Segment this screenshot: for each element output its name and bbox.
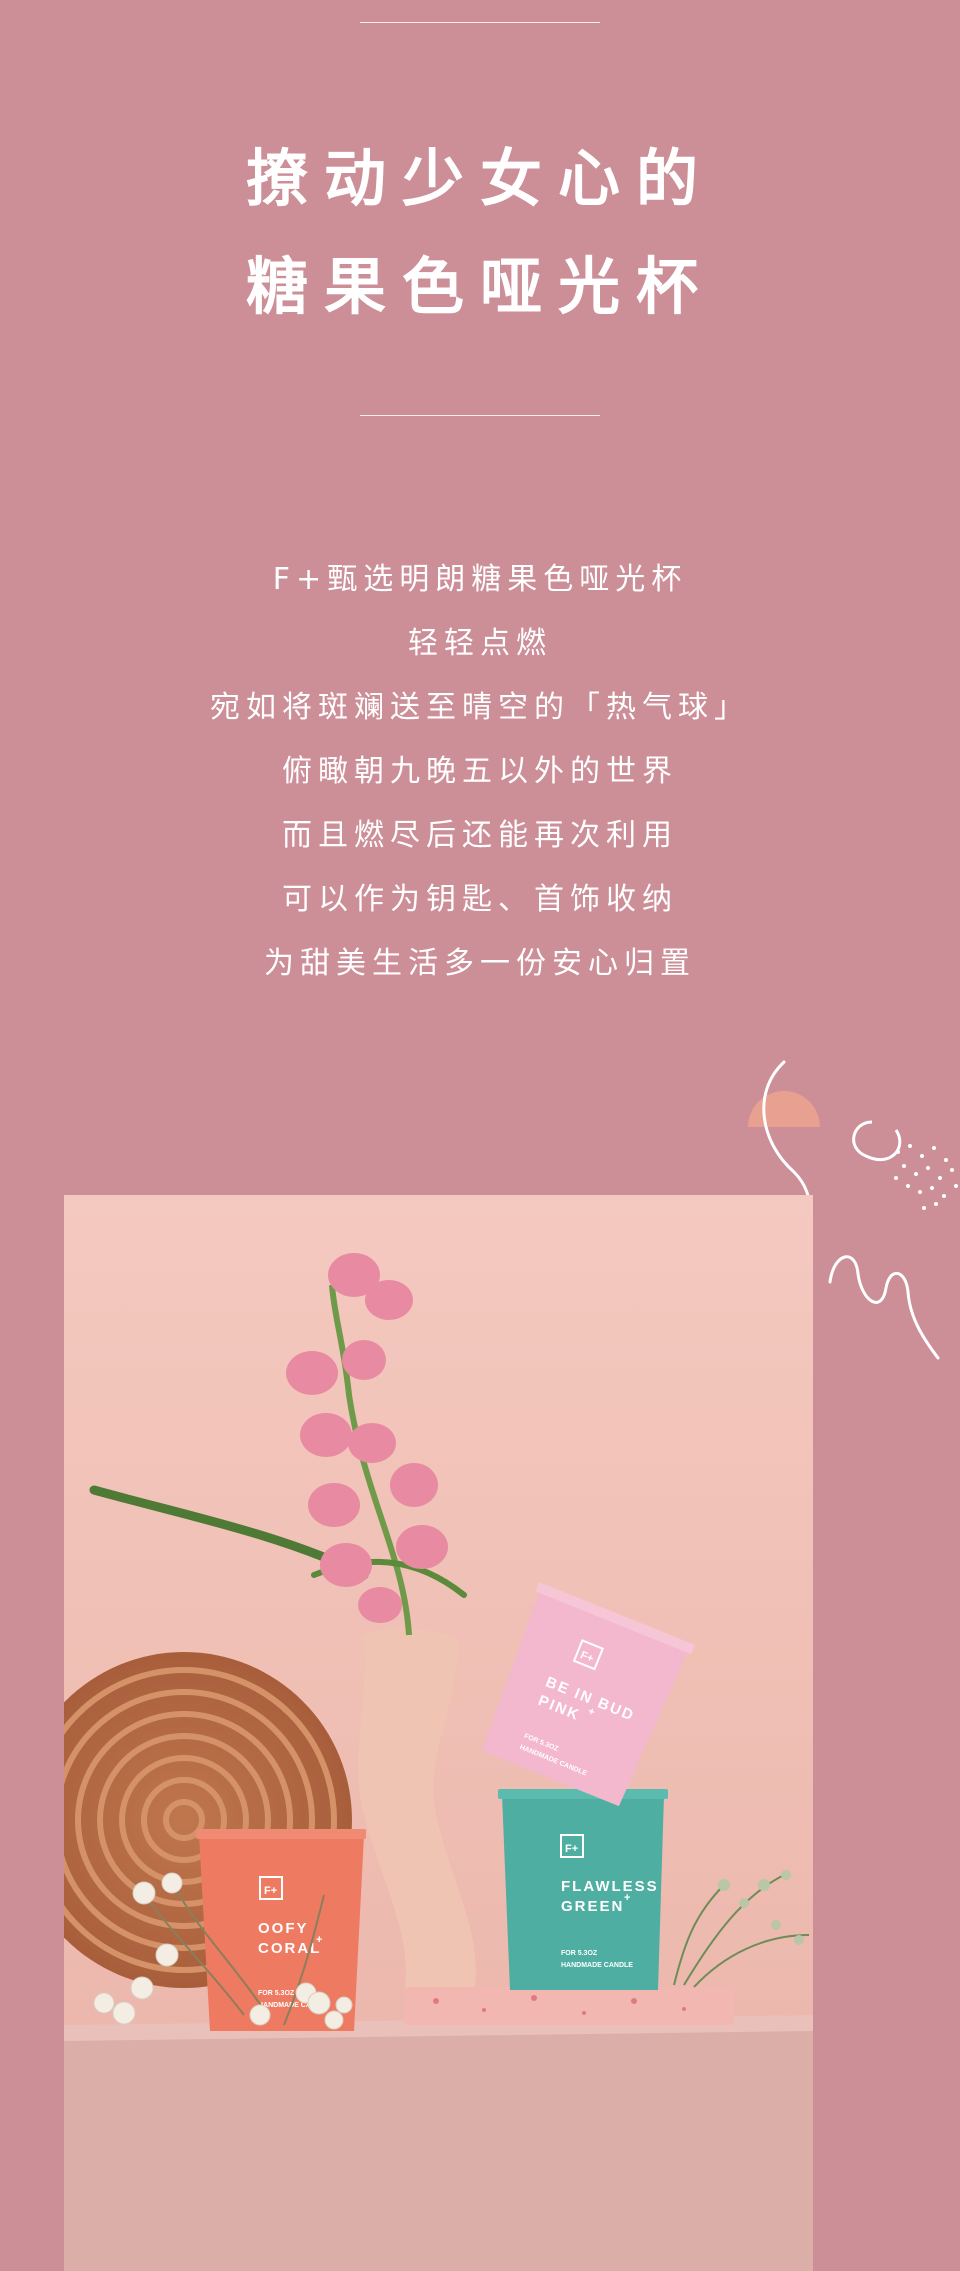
terrazzo-slab — [404, 1987, 734, 2025]
description-line: 而且燃尽后还能再次利用 — [282, 818, 678, 853]
headline-line-1: 撩动少女心的 — [245, 142, 714, 215]
candle-name-line2: GREEN — [561, 1898, 624, 1915]
candle-name-sup: + — [316, 1934, 322, 1946]
candle-oofy-coral — [196, 1829, 366, 2031]
description-line: F+甄选明朗糖果色哑光杯 — [272, 562, 688, 597]
candle-subtitle: HANDMADE CANDLE — [258, 2002, 330, 2009]
description-line: 为甜美生活多一份安心归置 — [264, 946, 696, 981]
orchid-flowers — [89, 1253, 467, 1636]
description-line: 宛如将斑斓送至晴空的「热气球」 — [210, 690, 750, 725]
candle-logo: F+ — [579, 1649, 596, 1665]
candle-weight: FOR 5.3OZ — [561, 1950, 598, 1957]
dots-pattern — [894, 1144, 958, 1210]
table — [64, 2015, 813, 2271]
candle-weight: FOR 5.3OZ — [258, 1990, 295, 1997]
candle-name-line1: OOFY — [258, 1920, 309, 1937]
candle-name-sup: + — [624, 1892, 630, 1904]
product-photo-scene: F+ OOFY CORAL + FOR 5.3OZ HANDMADE CANDL… — [64, 1195, 813, 2271]
description-line: 轻轻点燃 — [408, 626, 552, 661]
candle-be-in-bud-pink — [481, 1582, 695, 1807]
description-line: 俯瞰朝九晚五以外的世界 — [282, 754, 678, 789]
description: F+甄选明朗糖果色哑光杯 轻轻点燃 宛如将斑斓送至晴空的「热气球」 俯瞰朝九晚五… — [0, 548, 960, 996]
candle-name-line1: FLAWLESS — [561, 1878, 659, 1895]
headline-divider — [360, 415, 600, 416]
candle-logo: F+ — [264, 1885, 277, 1897]
candle-flawless-green — [498, 1789, 668, 1990]
candle-name-line2: CORAL — [258, 1940, 321, 1957]
headline-line-2: 糖果色哑光杯 — [245, 250, 714, 323]
foliage-right — [673, 1870, 810, 1988]
description-line: 可以作为钥匙、首饰收纳 — [282, 882, 678, 917]
vase — [358, 1628, 476, 1995]
candle-name-sup: + — [586, 1705, 596, 1719]
product-photo: F+ OOFY CORAL + FOR 5.3OZ HANDMADE CANDL… — [64, 1195, 813, 2271]
candle-logo: F+ — [565, 1843, 578, 1855]
top-divider — [360, 22, 600, 23]
candle-subtitle: HANDMADE CANDLE — [561, 1962, 633, 1969]
dried-flowers-left — [93, 1872, 353, 2030]
